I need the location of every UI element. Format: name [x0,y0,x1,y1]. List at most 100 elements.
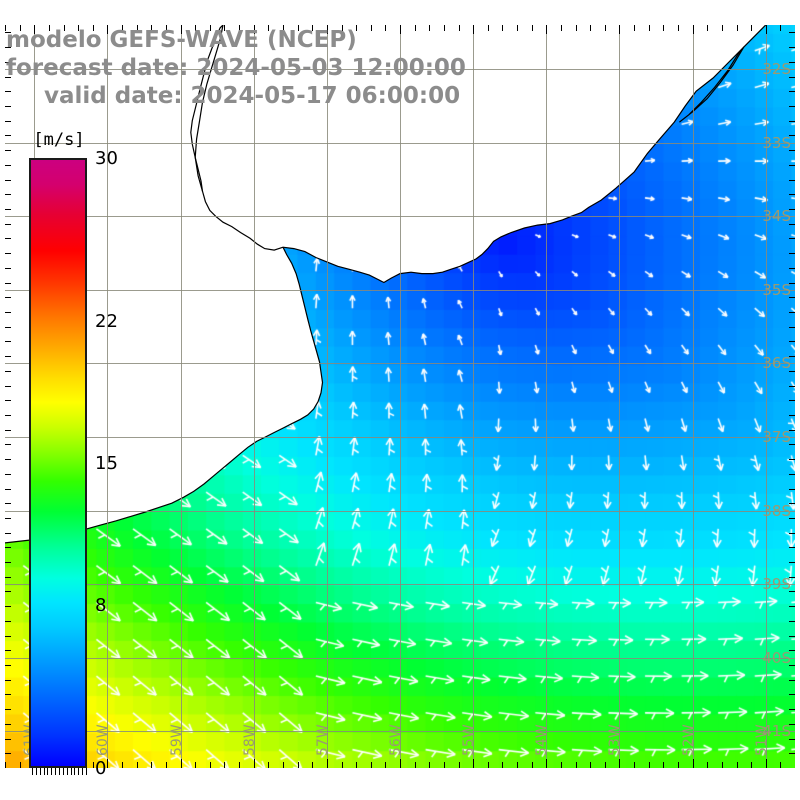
gridline-lat [5,510,795,512]
tick-mark [560,762,562,768]
tick-mark [789,738,795,740]
tick-mark [165,762,167,768]
colorbar-tick-15: 15 [95,453,118,474]
tick-mark [5,753,11,755]
colorbar-tick-8: 8 [95,595,107,617]
tick-mark [789,473,795,475]
tick-mark [443,762,445,768]
tick-mark [517,762,518,768]
tick-mark [789,503,795,505]
gridline-lon [765,25,767,768]
tick-mark [5,694,11,696]
gridline-lon [546,25,548,768]
colorbar-tick-22: 22 [95,310,118,332]
tick-mark [370,762,372,768]
forecast-date-label: forecast date: 2024-05-03 12:00:00 [6,55,466,81]
tick-mark [648,762,650,768]
tick-mark [400,759,401,768]
lon-label-51W: 51W [753,724,770,756]
tick-mark [268,762,270,768]
tick-mark [502,762,504,768]
tick-mark [789,311,795,313]
lon-label-58W: 58W [241,724,258,756]
colorbar-minor-tick [55,768,57,775]
colorbar-tick-0: 0 [95,758,107,779]
gridline-lon [326,25,328,768]
tick-mark [707,762,709,768]
lat-label-35S: 35S [762,280,791,299]
tick-mark [751,762,753,768]
tick-mark [5,562,11,563]
tick-mark [789,694,795,696]
tick-mark [789,341,795,343]
tick-mark [5,665,11,666]
colorbar-bottom-ticks [31,759,87,775]
tick-mark [678,762,679,768]
tick-mark [789,635,795,637]
tick-mark [5,723,11,725]
tick-mark [789,459,795,460]
tick-mark [531,762,533,768]
tick-mark [5,576,11,578]
tick-mark [487,762,489,768]
tick-mark [253,759,255,768]
colorbar-minor-tick [47,768,49,775]
colorbar-minor-tick [82,768,84,775]
tick-mark [789,444,795,446]
map-plot-area: 32S33S34S35S36S37S38S39S40S41S61W60W59W5… [5,25,795,768]
tick-mark [385,762,387,768]
tick-mark [789,414,795,416]
tick-mark [692,759,694,768]
gridline-lon [473,25,475,768]
tick-mark [326,759,328,768]
tick-mark [789,665,795,666]
lon-label-59W: 59W [168,724,185,756]
tick-mark [575,762,577,768]
tick-mark [789,517,795,519]
tick-mark [789,620,795,622]
tick-mark [5,591,11,593]
tick-mark [239,762,241,768]
gridline-lat [5,363,795,365]
lat-label-41S: 41S [762,722,791,741]
tick-mark [619,759,621,768]
tick-mark [5,606,11,608]
tick-mark [224,762,226,768]
tick-mark [5,620,11,622]
tick-mark [765,759,767,768]
tick-mark [789,709,795,711]
tick-mark [356,762,358,768]
model-title: modelo GEFS-WAVE (NCEP) [6,27,357,53]
colorbar-minor-tick [78,768,80,775]
colorbar-minor-tick [59,768,60,775]
tick-mark [5,547,11,549]
lat-label-37S: 37S [762,428,791,446]
tick-mark [789,650,795,652]
lon-label-60W: 60W [95,724,112,756]
gridline-lat [5,657,795,659]
gridline-lon [619,25,621,768]
tick-mark [414,762,416,768]
tick-mark [5,709,11,711]
tick-mark [789,547,795,549]
lat-label-32S: 32S [762,60,791,79]
tick-mark [195,762,197,768]
tick-mark [429,762,431,768]
lon-label-54W: 54W [534,724,551,756]
gridline-lat [5,584,795,586]
tick-mark [780,762,782,768]
lon-label-52W: 52W [680,724,697,756]
tick-mark [209,762,211,768]
tick-mark [789,400,795,402]
tick-mark [604,762,606,768]
tick-mark [789,723,795,725]
colorbar-minor-tick [39,768,41,775]
colorbar-minor-tick [74,768,76,775]
tick-mark [283,762,284,768]
tick-mark [789,591,795,593]
tick-mark [107,759,109,768]
tick-mark [458,762,460,768]
tick-mark [789,562,795,563]
lon-label-53W: 53W [607,724,624,756]
